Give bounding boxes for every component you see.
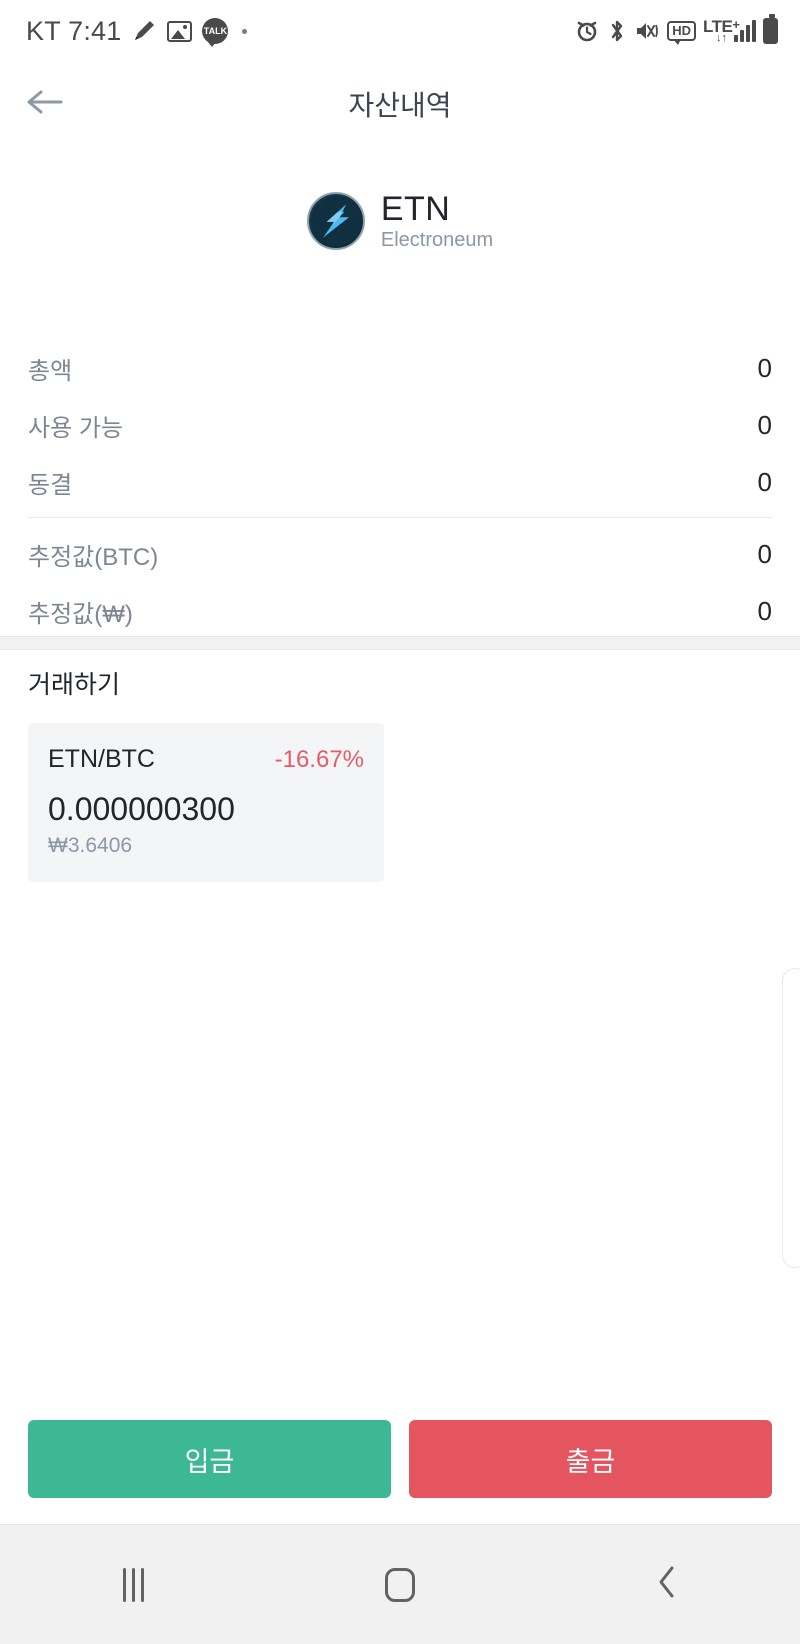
- status-bar: KT 7:41 TALK: [0, 0, 800, 62]
- edge-panel-handle[interactable]: [782, 968, 800, 1268]
- status-bar-left: KT 7:41 TALK: [26, 15, 248, 47]
- market-pair-price: 0.000000300: [48, 791, 235, 827]
- alarm-icon: [574, 18, 600, 44]
- balance-label: 동결: [28, 472, 73, 499]
- coin-full-name: Electroneum: [380, 229, 494, 251]
- balance-row-frozen: 동결 0: [28, 454, 772, 511]
- balance-value: 0: [757, 539, 772, 569]
- android-nav-bar: [0, 1524, 800, 1644]
- balance-label: 사용 가능: [28, 415, 123, 442]
- nav-back-button[interactable]: [612, 1540, 722, 1630]
- market-pair-fiat-price: ₩3.6406: [48, 834, 133, 857]
- coin-name-block: ETN Electroneum: [381, 190, 493, 252]
- balance-row-estimated-krw: 추정값(₩) 0: [28, 583, 772, 640]
- balance-row-available: 사용 가능 0: [28, 397, 772, 454]
- withdraw-button[interactable]: 출금: [409, 1420, 772, 1498]
- electroneum-logo-icon: [306, 192, 365, 250]
- balance-label: 총액: [28, 358, 73, 385]
- balance-value: 0: [757, 410, 772, 440]
- back-chevron-icon: [654, 1563, 680, 1606]
- balance-group-primary: 총액 0 사용 가능 0 동결 0: [0, 340, 800, 511]
- bluetooth-icon: [607, 18, 627, 44]
- balance-row-total: 총액 0: [28, 340, 772, 397]
- hd-voice-icon: HD: [667, 21, 697, 45]
- trade-section-title: 거래하기: [28, 671, 121, 699]
- section-separator: [0, 636, 800, 650]
- market-pair-card[interactable]: ETN/BTC -16.67% 0.000000300 ₩3.6406: [28, 723, 384, 882]
- lte-label: LTE: [703, 17, 733, 36]
- carrier-and-time: KT 7:41: [26, 15, 122, 46]
- status-bar-right: HD LTE + ↓↑: [574, 14, 778, 45]
- market-pair-name: ETN/BTC: [48, 745, 155, 773]
- market-pair-header: ETN/BTC -16.67%: [48, 745, 364, 774]
- balance-value: 0: [757, 467, 772, 497]
- lte-data-arrows: ↓↑: [716, 32, 727, 44]
- pen-icon: [131, 18, 157, 44]
- dot-icon: [242, 28, 248, 34]
- nav-home-button[interactable]: [345, 1540, 455, 1630]
- action-button-bar: 입금 출금: [0, 1420, 800, 1498]
- recents-icon: [122, 1567, 144, 1602]
- kakaotalk-icon: TALK: [202, 18, 229, 47]
- coin-identity: ETN Electroneum: [0, 190, 800, 252]
- trade-section: 거래하기 ETN/BTC -16.67% 0.000000300 ₩3.6406: [0, 665, 800, 882]
- gallery-icon: [167, 20, 193, 42]
- market-pair-change: -16.67%: [274, 745, 364, 773]
- home-icon: [384, 1567, 415, 1602]
- app-header: 자산내역: [0, 62, 800, 146]
- balance-group-estimated: 추정값(BTC) 0 추정값(₩) 0: [0, 526, 800, 640]
- battery-icon: [763, 14, 778, 44]
- back-button[interactable]: [10, 69, 80, 139]
- page-title: 자산내역: [348, 90, 452, 121]
- arrow-left-icon: [25, 86, 65, 123]
- vibrate-mute-icon: [634, 18, 660, 44]
- nav-recents-button[interactable]: [78, 1540, 188, 1630]
- lte-superscript: +: [732, 17, 740, 32]
- coin-symbol: ETN: [380, 190, 451, 228]
- balance-value: 0: [757, 353, 772, 383]
- balance-divider: [28, 517, 772, 518]
- balance-label: 추정값(₩): [28, 601, 133, 628]
- signal-bars-icon: [734, 20, 756, 42]
- deposit-button[interactable]: 입금: [28, 1420, 391, 1498]
- balance-row-estimated-btc: 추정값(BTC) 0: [28, 526, 772, 583]
- balance-section: 총액 0 사용 가능 0 동결 0 추정값(BTC) 0 추정값(₩) 0: [0, 340, 800, 640]
- lte-plus-icon: LTE + ↓↑: [703, 18, 740, 44]
- balance-value: 0: [757, 596, 772, 626]
- balance-label: 추정값(BTC): [28, 544, 159, 571]
